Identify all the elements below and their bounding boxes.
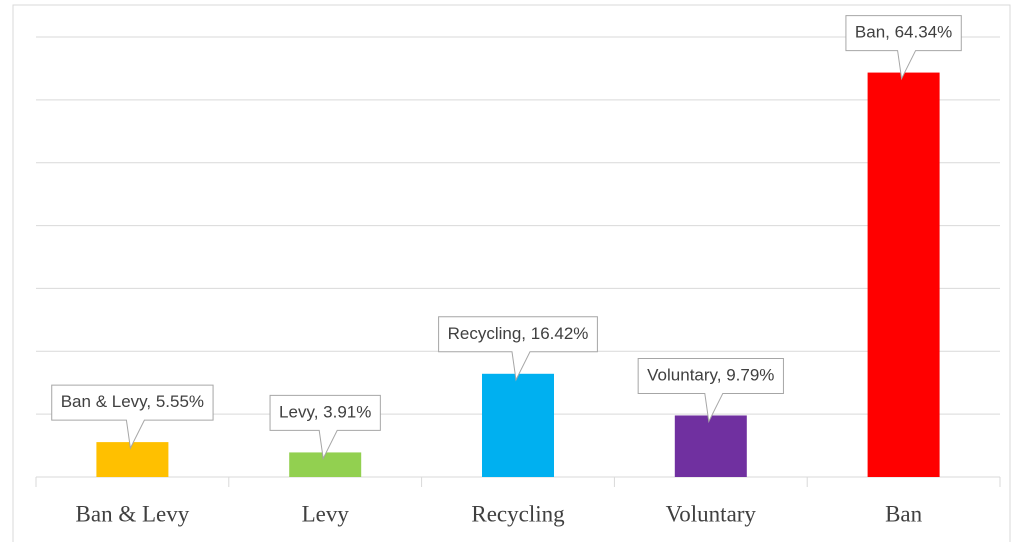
x-tick-label: Ban & Levy xyxy=(76,501,190,526)
data-label: Voluntary, 9.79% xyxy=(647,365,774,384)
data-label-callout xyxy=(845,15,962,81)
callout-box xyxy=(637,357,784,424)
bar xyxy=(96,442,169,477)
bar xyxy=(289,452,362,477)
bar xyxy=(867,72,940,477)
data-label-callout xyxy=(269,394,381,461)
bar xyxy=(482,373,554,477)
x-tick-label: Voluntary xyxy=(666,501,757,526)
callout-box xyxy=(269,394,381,461)
bar xyxy=(674,415,747,477)
data-label: Ban & Levy, 5.55% xyxy=(61,392,204,411)
callout-box xyxy=(51,384,214,450)
data-label-callout xyxy=(438,316,598,382)
data-label-callout xyxy=(51,384,214,450)
x-tick-label: Recycling xyxy=(471,501,565,526)
callout-box xyxy=(438,316,598,382)
data-label: Recycling, 16.42% xyxy=(448,324,589,343)
data-label-callout xyxy=(637,357,784,424)
data-label: Ban, 64.34% xyxy=(855,23,952,42)
x-tick-label: Levy xyxy=(302,501,350,526)
data-label: Levy, 3.91% xyxy=(279,402,371,421)
x-tick-label: Ban xyxy=(885,501,923,526)
callout-box xyxy=(845,15,962,81)
